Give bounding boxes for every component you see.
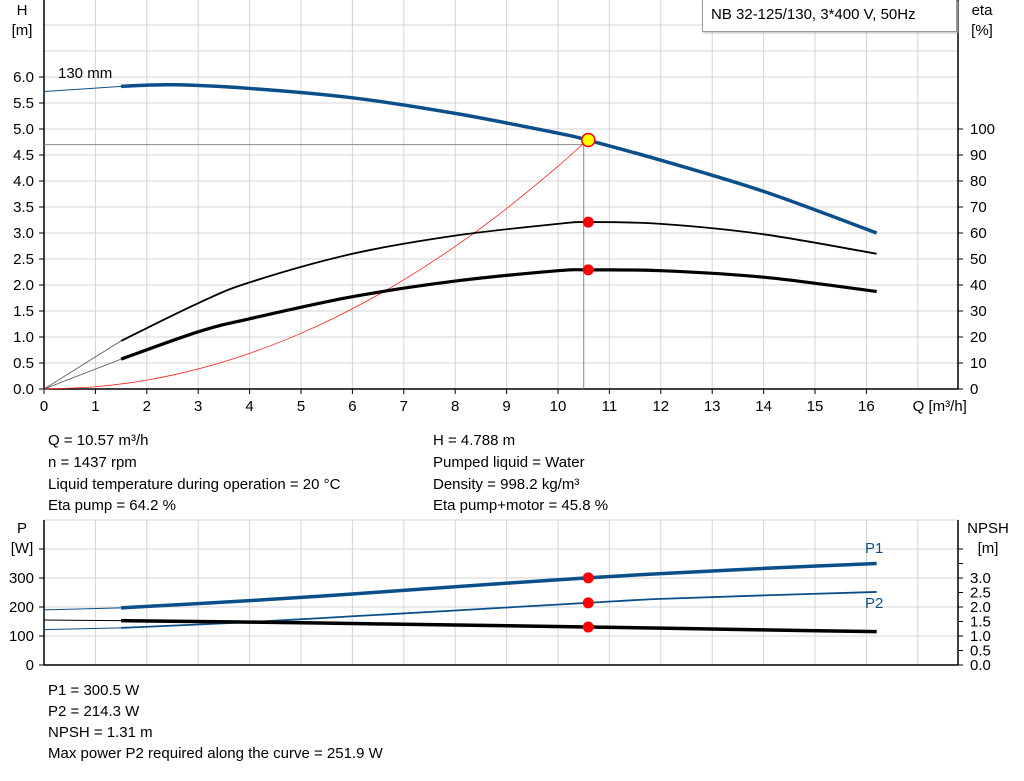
- npsh-tick-label: 2.0: [970, 599, 991, 616]
- npsh-tick-label: 0.5: [970, 643, 991, 660]
- x-tick-label: 1: [91, 398, 99, 415]
- x-tick-label: 13: [704, 398, 721, 415]
- y-tick-label: 0.0: [13, 381, 34, 398]
- operating-point-marker: [581, 132, 596, 148]
- curve-annotation: 130 mm: [58, 65, 112, 82]
- x-tick-label: 3: [194, 398, 202, 415]
- y2-axis-label: eta: [972, 2, 994, 19]
- y-axis-label: [m]: [12, 22, 33, 39]
- y-tick-label: 5.5: [13, 95, 34, 112]
- y-tick-label: 4.0: [13, 173, 34, 190]
- npsh-curve: [121, 618, 877, 634]
- y2-tick-label: 30: [970, 303, 987, 320]
- y2-tick-label: 50: [970, 251, 987, 268]
- title-box: NB 32-125/130, 3*400 V, 50Hz: [702, 0, 957, 32]
- y-tick-label: 3.0: [13, 225, 34, 242]
- x-tick-label: 7: [400, 398, 408, 415]
- info-p2: P2 = 214.3 W: [48, 703, 140, 720]
- y-tick-label: 2.5: [13, 251, 34, 268]
- info-p1: P1 = 300.5 W: [48, 682, 140, 699]
- p-tick-label: 200: [9, 599, 34, 616]
- y-tick-label: 4.5: [13, 147, 34, 164]
- x-tick-label: 11: [602, 398, 618, 415]
- y2-tick-label: 40: [970, 277, 987, 294]
- y-axis-label: H: [17, 2, 28, 19]
- info-eta-total: Eta pump+motor = 45.8 %: [433, 497, 609, 514]
- x-tick-label: 12: [652, 398, 669, 415]
- npsh-curve-operating-marker: [582, 621, 594, 633]
- p1-label: P1: [865, 540, 883, 557]
- npsh-tick-label: 2.5: [970, 585, 991, 602]
- y2-axis-label: [%]: [971, 22, 993, 39]
- system-curve: [43, 139, 588, 390]
- y2-tick-label: 20: [970, 329, 987, 346]
- info-q: Q = 10.57 m³/h: [48, 432, 149, 449]
- y2-tick-label: 100: [970, 121, 995, 138]
- y2-tick-label: 90: [970, 147, 987, 164]
- y-tick-label: 5.0: [13, 121, 34, 138]
- p1-curve: [121, 561, 877, 610]
- npsh-tick-label: 3.0: [970, 570, 991, 587]
- eta-pump-curve-extension: [43, 340, 122, 390]
- npsh-axis-label: NPSH: [967, 520, 1009, 537]
- p2-curve-operating-marker: [582, 597, 594, 609]
- x-tick-label: 2: [143, 398, 151, 415]
- p2-label: P2: [865, 595, 883, 612]
- x-tick-label: 9: [502, 398, 510, 415]
- head-curve: [121, 83, 878, 235]
- y-tick-label: 2.0: [13, 277, 34, 294]
- x-tick-label: 15: [807, 398, 824, 415]
- info-eta: Eta pump = 64.2 %: [48, 497, 176, 514]
- p1-curve-operating-marker: [582, 572, 594, 584]
- p-tick-label: 300: [9, 570, 34, 587]
- p2-curve-extension: [43, 627, 122, 631]
- eta-total-curve-operating-marker: [582, 264, 594, 276]
- p-tick-label: 0: [26, 657, 34, 674]
- x-tick-label: 14: [755, 398, 772, 415]
- y2-tick-label: 70: [970, 199, 987, 216]
- eta-pump-curve-operating-marker: [582, 216, 594, 228]
- y-tick-label: 0.5: [13, 355, 34, 372]
- eta-pump-curve: [120, 221, 877, 342]
- y-tick-label: 3.5: [13, 199, 34, 216]
- npsh-tick-label: 1.0: [970, 628, 991, 645]
- info-h: H = 4.788 m: [433, 432, 516, 449]
- x-tick-label: 16: [858, 398, 875, 415]
- y-tick-label: 1.5: [13, 303, 34, 320]
- x-tick-label: 8: [451, 398, 459, 415]
- npsh-curve-extension: [43, 619, 122, 622]
- x-axis-label: Q [m³/h]: [913, 398, 967, 415]
- x-tick-label: 0: [40, 398, 48, 415]
- info-n: n = 1437 rpm: [48, 454, 137, 471]
- y2-tick-label: 60: [970, 225, 987, 242]
- info-temp: Liquid temperature during operation = 20…: [48, 476, 341, 493]
- y-tick-label: 1.0: [13, 329, 34, 346]
- eta-total-curve: [120, 268, 877, 361]
- info-max-p2: Max power P2 required along the curve = …: [48, 745, 383, 762]
- x-tick-label: 6: [348, 398, 356, 415]
- y2-tick-label: 80: [970, 173, 987, 190]
- y2-tick-label: 10: [970, 355, 987, 372]
- x-tick-label: 10: [550, 398, 567, 415]
- x-tick-label: 4: [245, 398, 253, 415]
- npsh-tick-label: 1.5: [970, 614, 991, 631]
- p-axis-label: P: [17, 520, 27, 537]
- info-density: Density = 998.2 kg/m³: [433, 476, 580, 493]
- p1-curve-extension: [43, 607, 122, 611]
- head-curve-extension: [43, 85, 122, 93]
- npsh-tick-label: 0.0: [970, 657, 991, 674]
- x-tick-label: 5: [297, 398, 305, 415]
- info-npsh: NPSH = 1.31 m: [48, 724, 153, 741]
- y2-tick-label: 0: [970, 381, 978, 398]
- p-tick-label: 100: [9, 628, 34, 645]
- p-axis-label: [W]: [11, 540, 34, 557]
- info-liquid: Pumped liquid = Water: [433, 454, 585, 471]
- npsh-axis-label: [m]: [978, 540, 999, 557]
- y-tick-label: 6.0: [13, 69, 34, 86]
- eta-total-curve-extension: [43, 358, 122, 390]
